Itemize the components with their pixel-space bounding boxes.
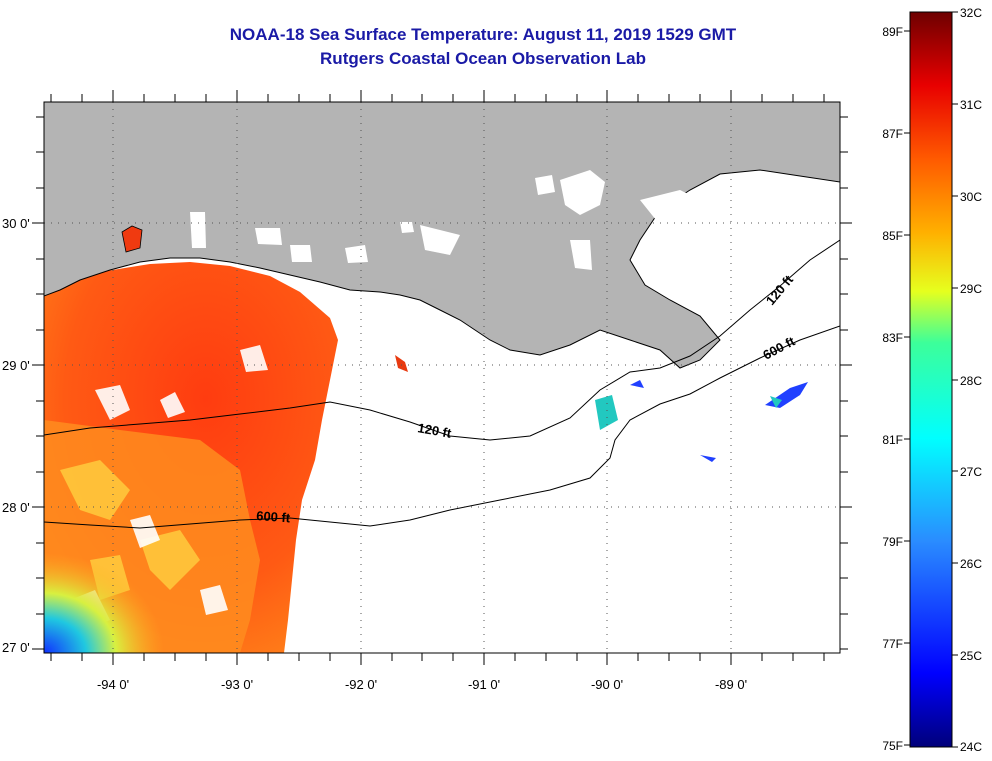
colorbar-ticks: [904, 11, 958, 748]
colorbar-f-label: 85F: [882, 229, 903, 243]
colorbar-c-label: 25C: [960, 649, 982, 663]
colorbar-f-label: 79F: [882, 535, 903, 549]
colorbar-c-label: 27C: [960, 465, 982, 479]
lon-label: -94 0': [97, 677, 129, 692]
contour-120ft: [44, 239, 840, 441]
lon-label: -89 0': [715, 677, 747, 692]
lon-label: -90 0': [591, 677, 623, 692]
contour-label-120ft-west: 120 ft: [416, 420, 453, 441]
colorbar-c-label: 32C: [960, 6, 982, 20]
contour-600ft: [44, 325, 840, 529]
colorbar-c-label: 28C: [960, 374, 982, 388]
sst-east-blue-patches: [630, 380, 808, 462]
lon-label: -92 0': [345, 677, 377, 692]
lon-label: -91 0': [468, 677, 500, 692]
colorbar-f-label: 75F: [882, 739, 903, 753]
land-white-spots: [190, 170, 700, 270]
map-subtitle: Rutgers Coastal Ocean Observation Lab: [320, 49, 646, 68]
map-ticks: [32, 90, 852, 665]
graticule: [44, 102, 840, 653]
lat-label: 30 0': [2, 216, 30, 231]
colorbar-c-label: 31C: [960, 98, 982, 112]
colorbar-f-label: 81F: [882, 433, 903, 447]
colorbar-c-label: 26C: [960, 557, 982, 571]
sst-cool-corner: [44, 553, 164, 653]
colorbar-c-label: 30C: [960, 190, 982, 204]
colorbar-f-label: 83F: [882, 331, 903, 345]
map-title: NOAA-18 Sea Surface Temperature: August …: [229, 25, 737, 44]
lat-label: 27 0': [2, 640, 30, 655]
colorbar-f-label: 87F: [882, 127, 903, 141]
colorbar-c-label: 29C: [960, 282, 982, 296]
temperature-colorbar: [909, 11, 953, 748]
inland-warm-spot: [121, 225, 143, 253]
map-frame: [43, 101, 841, 654]
contour-label-600ft-west: 600 ft: [256, 508, 292, 525]
colorbar-f-label: 89F: [882, 25, 903, 39]
map-plot-area: 120 ft 120 ft 600 ft 600 ft: [44, 102, 840, 653]
lon-label: -93 0': [221, 677, 253, 692]
lat-label: 28 0': [2, 500, 30, 515]
sst-misc-patches: [395, 355, 408, 372]
colorbar-c-label: 24C: [960, 740, 982, 754]
lat-label: 29 0': [2, 358, 30, 373]
colorbar-f-label: 77F: [882, 637, 903, 651]
